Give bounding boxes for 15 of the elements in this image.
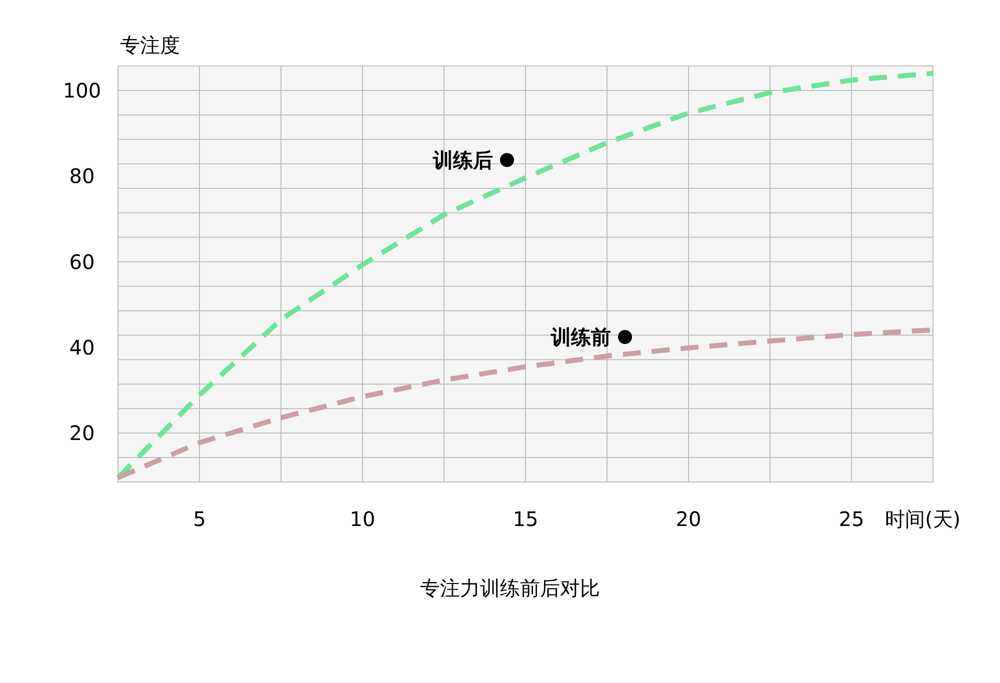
x-axis-title: 时间(天) — [885, 507, 961, 531]
x-tick-label: 20 — [676, 507, 702, 531]
y-tick-label: 40 — [69, 335, 95, 360]
annotation: 训练后 — [432, 148, 493, 172]
y-axis-title: 专注度 — [120, 33, 180, 57]
y-tick-label: 80 — [69, 164, 95, 188]
text: 专注力训练前后对比 — [420, 576, 600, 600]
x-tick-label: 15 — [512, 507, 538, 531]
annotation: 训练前 — [550, 325, 611, 349]
y-tick-label: 100 — [62, 78, 102, 102]
y-tick-label: 20 — [69, 421, 95, 446]
x-tick-label: 10 — [350, 507, 376, 531]
x-tick-label: 25 — [838, 507, 864, 531]
y-tick-label: 60 — [69, 250, 95, 274]
x-tick-label: 5 — [193, 507, 206, 531]
